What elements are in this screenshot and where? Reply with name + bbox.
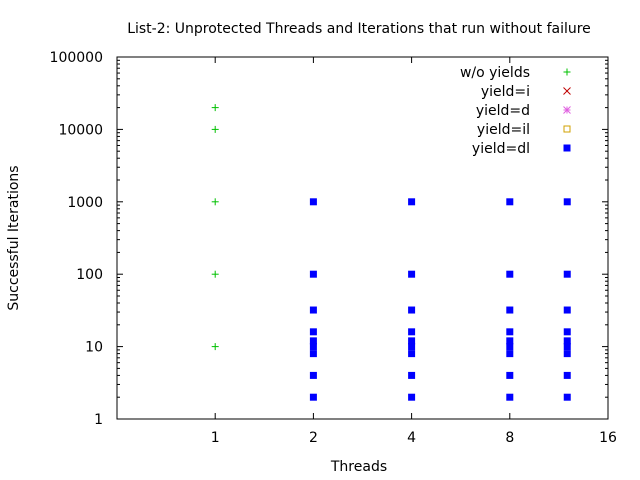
plot-border	[116, 56, 609, 420]
legend-entry-label: yield=d	[476, 103, 530, 119]
y-tick-label: 1000	[67, 195, 103, 211]
data-point	[563, 350, 571, 358]
data-point	[563, 270, 571, 278]
x-tick-label: 1	[211, 430, 220, 446]
data-point	[506, 306, 514, 314]
x-tick-label: 2	[309, 430, 318, 446]
data-point	[506, 393, 514, 401]
data-points	[211, 104, 571, 401]
data-point	[563, 371, 571, 379]
legend-entry-label: yield=il	[477, 122, 530, 138]
data-point	[408, 343, 416, 351]
y-tick-label: 100	[76, 267, 103, 283]
data-point	[408, 371, 416, 379]
data-point	[563, 393, 571, 401]
data-point	[506, 371, 514, 379]
data-point	[211, 125, 219, 133]
legend-entry-label: w/o yields	[460, 65, 530, 81]
x-axis-label: Threads	[330, 459, 387, 475]
legend-entry-marker	[563, 144, 571, 152]
marker-cross-b	[563, 87, 571, 95]
y-tick-label: 10	[85, 340, 103, 356]
data-point	[309, 350, 317, 358]
data-point	[506, 350, 514, 358]
data-point	[309, 306, 317, 314]
legend: w/o yields yield=i yield=d yield=il yield=dl	[460, 65, 571, 157]
data-point	[408, 337, 416, 345]
legend-entry-label: yield=i	[481, 84, 530, 100]
data-point	[309, 328, 317, 336]
y-tick-label: 10000	[58, 122, 103, 138]
data-point	[408, 306, 416, 314]
legend-entry-marker	[563, 106, 571, 114]
marker-star-b	[563, 106, 571, 114]
data-point	[506, 328, 514, 336]
data-point	[408, 198, 416, 206]
data-point	[408, 270, 416, 278]
data-point	[506, 270, 514, 278]
x-axis: 1 2 4 8 16	[211, 57, 617, 446]
y-axis: 1 10 100 1000 10000 100000	[50, 50, 608, 428]
data-point	[506, 198, 514, 206]
x-tick-label: 4	[407, 430, 416, 446]
x-tick-label: 16	[599, 430, 617, 446]
legend-entry-marker	[563, 125, 571, 133]
data-point	[309, 198, 317, 206]
data-point	[506, 343, 514, 351]
series-yield-dl	[309, 198, 571, 401]
data-point	[211, 198, 219, 206]
data-point	[506, 337, 514, 345]
y-tick-label: 100000	[50, 50, 103, 66]
data-point	[211, 343, 219, 351]
data-point	[408, 350, 416, 358]
legend-entry-label: yield=dl	[472, 141, 530, 157]
data-point	[563, 198, 571, 206]
y-tick-label: 1	[94, 412, 103, 428]
x-tick-label: 8	[505, 430, 514, 446]
data-point	[408, 393, 416, 401]
series-w-o-yields	[211, 104, 219, 351]
data-point	[309, 393, 317, 401]
data-point	[211, 270, 219, 278]
data-point	[309, 371, 317, 379]
data-point	[211, 104, 219, 112]
data-point	[563, 343, 571, 351]
data-point	[408, 328, 416, 336]
data-point	[563, 337, 571, 345]
data-point	[309, 270, 317, 278]
data-point	[563, 328, 571, 336]
y-axis-label: Successful Iterations	[6, 165, 22, 310]
legend-entry-marker	[563, 87, 571, 95]
data-point	[309, 343, 317, 351]
chart-title: List-2: Unprotected Threads and Iteratio…	[127, 21, 591, 37]
data-point	[563, 306, 571, 314]
legend-entry-marker	[563, 68, 571, 76]
plot-frame	[116, 56, 609, 420]
data-point	[309, 337, 317, 345]
